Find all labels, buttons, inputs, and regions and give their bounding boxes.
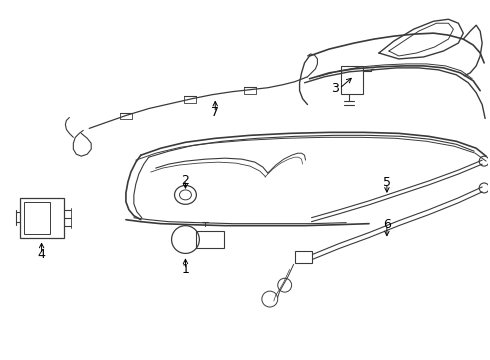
- Text: 1: 1: [181, 263, 190, 276]
- Bar: [24, 202, 49, 234]
- Bar: [20, 198, 64, 238]
- Circle shape: [479, 183, 489, 193]
- Circle shape: [479, 156, 489, 166]
- Bar: [196, 231, 224, 248]
- Bar: [341, 66, 363, 94]
- Bar: [294, 251, 313, 264]
- Text: 7: 7: [211, 106, 219, 119]
- Text: 3: 3: [331, 82, 339, 95]
- Text: 6: 6: [383, 218, 391, 231]
- Text: 5: 5: [383, 176, 391, 189]
- Text: 4: 4: [38, 248, 46, 261]
- Text: 2: 2: [181, 174, 190, 186]
